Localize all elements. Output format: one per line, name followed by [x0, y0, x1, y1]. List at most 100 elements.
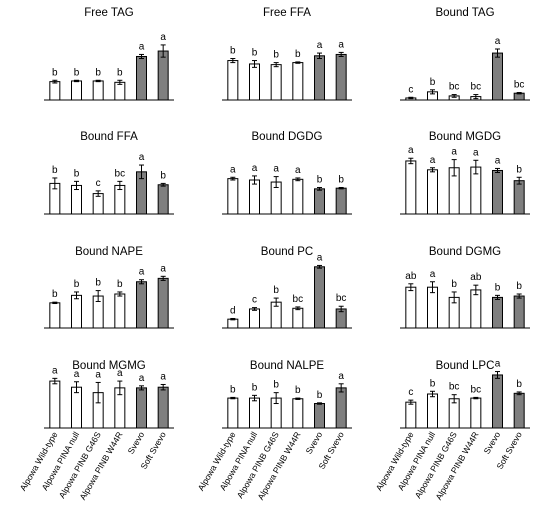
- bar: [49, 81, 61, 101]
- significance-letter: c: [96, 178, 101, 189]
- significance-letter: b: [430, 77, 436, 88]
- error-bar: [139, 279, 144, 285]
- bar: [71, 294, 82, 329]
- bar: [335, 53, 347, 101]
- significance-letter: a: [317, 252, 323, 263]
- significance-letter: bc: [293, 294, 304, 305]
- error-bar: [451, 394, 457, 404]
- bar: [314, 266, 325, 329]
- panel-free-tag: Free TAG b b b b a a: [44, 7, 174, 101]
- panel-free-ffa: Free FFA b b b b a a: [222, 7, 352, 101]
- significance-letter: a: [74, 369, 80, 380]
- significance-letter: a: [430, 155, 436, 166]
- significance-letter: b: [252, 48, 258, 59]
- significance-letter: a: [139, 373, 145, 384]
- error-bar: [117, 180, 123, 191]
- error-bar: [230, 317, 236, 321]
- significance-letter: a: [430, 269, 436, 280]
- bar: [136, 387, 147, 429]
- bar: [405, 401, 417, 429]
- error-bar: [516, 391, 522, 396]
- error-bar: [117, 380, 123, 396]
- significance-letter: a: [495, 155, 501, 166]
- panel-title: Bound DGDG: [252, 131, 323, 143]
- error-bar: [295, 177, 301, 182]
- error-bar: [230, 176, 236, 181]
- bar: [427, 393, 438, 429]
- error-bar: [95, 381, 101, 404]
- significance-letter: a: [160, 32, 166, 43]
- significance-letter: b: [273, 50, 279, 61]
- significance-letter: bc: [449, 82, 460, 93]
- panel-title: Bound NALPE: [250, 360, 324, 372]
- bar: [49, 380, 61, 429]
- error-bar: [451, 291, 457, 304]
- error-bar: [160, 275, 166, 281]
- bar: [114, 81, 126, 101]
- significance-letter: bc: [115, 168, 126, 179]
- significance-letter: a: [295, 165, 301, 176]
- significance-letter: b: [230, 384, 236, 395]
- significance-letter: c: [408, 387, 413, 398]
- error-bar: [52, 79, 58, 84]
- bar: [292, 178, 304, 215]
- significance-letter: a: [495, 359, 501, 370]
- bar: [335, 387, 347, 429]
- panel-title: Bound FFA: [80, 131, 138, 143]
- panel-title: Bound MGDG: [429, 131, 501, 143]
- error-bar: [495, 294, 500, 300]
- error-bar: [295, 306, 301, 311]
- significance-letter: a: [230, 164, 236, 175]
- significance-letter: bc: [336, 293, 347, 304]
- error-bar: [317, 52, 322, 60]
- error-bar: [495, 167, 500, 174]
- significance-letter: ab: [405, 271, 417, 282]
- error-bar: [338, 186, 344, 190]
- significance-letter: b: [74, 168, 80, 179]
- x-tick-label: Svevo: [126, 430, 147, 456]
- significance-letter: a: [338, 371, 344, 382]
- significance-letter: bc: [471, 82, 482, 93]
- panel-title: Bound NAPE: [75, 246, 143, 258]
- bar: [227, 397, 239, 429]
- bar: [157, 277, 169, 329]
- bar: [513, 295, 525, 329]
- panel-title: Bound LPC: [436, 360, 495, 372]
- bar: [157, 184, 169, 215]
- significance-letter: b: [295, 49, 301, 60]
- error-bar: [295, 61, 301, 64]
- bar: [249, 308, 260, 329]
- bar: [292, 307, 304, 329]
- panel-title: Free TAG: [84, 7, 133, 19]
- significance-letter: d: [230, 305, 236, 316]
- error-bar: [295, 397, 301, 400]
- error-bar: [473, 94, 479, 100]
- error-bar: [430, 167, 435, 173]
- significance-letter: a: [117, 368, 123, 379]
- error-bar: [338, 51, 344, 57]
- significance-letter: b: [317, 174, 323, 185]
- bar: [470, 289, 482, 329]
- bar: [157, 50, 169, 101]
- error-bar: [52, 301, 58, 305]
- significance-letter: bc: [449, 382, 460, 393]
- error-bar: [74, 381, 79, 394]
- error-bar: [408, 399, 414, 405]
- bar: [71, 80, 82, 101]
- significance-letter: a: [252, 163, 258, 174]
- error-bar: [408, 157, 414, 165]
- error-bar: [338, 383, 344, 393]
- error-bar: [95, 290, 101, 302]
- significance-letter: a: [451, 147, 457, 158]
- significance-letter: b: [74, 67, 80, 78]
- error-bar: [252, 394, 257, 402]
- error-bar: [52, 377, 58, 385]
- error-bar: [430, 281, 435, 294]
- significance-letter: b: [52, 165, 58, 176]
- significance-letter: a: [139, 267, 145, 278]
- significance-letter: a: [473, 147, 479, 158]
